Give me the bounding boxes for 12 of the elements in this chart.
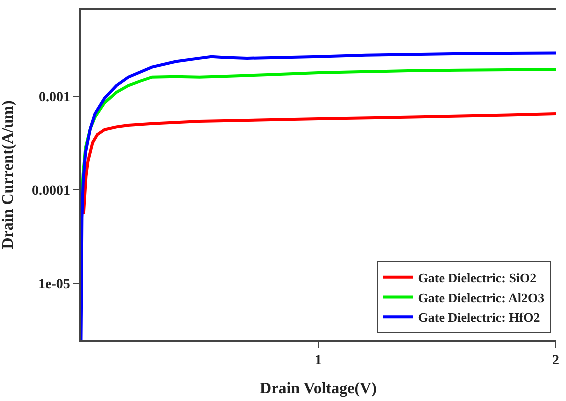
y-tick-label: 1e-05: [38, 278, 70, 293]
legend-label: Gate Dielectric: Al2O3: [418, 290, 546, 306]
legend-label: Gate Dielectric: SiO2: [418, 270, 537, 286]
legend-label: Gate Dielectric: HfO2: [418, 310, 540, 326]
x-tick-label: 1: [315, 354, 322, 369]
y-tick-label: 0.001: [38, 90, 70, 106]
line-series: [81, 52, 556, 340]
y-tick-label: 0.0001: [32, 184, 70, 199]
y-axis-title: Drain Current(A/um): [0, 100, 17, 250]
line-series: [82, 112, 556, 216]
x-tick-label: 2: [552, 354, 560, 369]
x-axis-title: Drain Voltage(V): [260, 380, 377, 398]
